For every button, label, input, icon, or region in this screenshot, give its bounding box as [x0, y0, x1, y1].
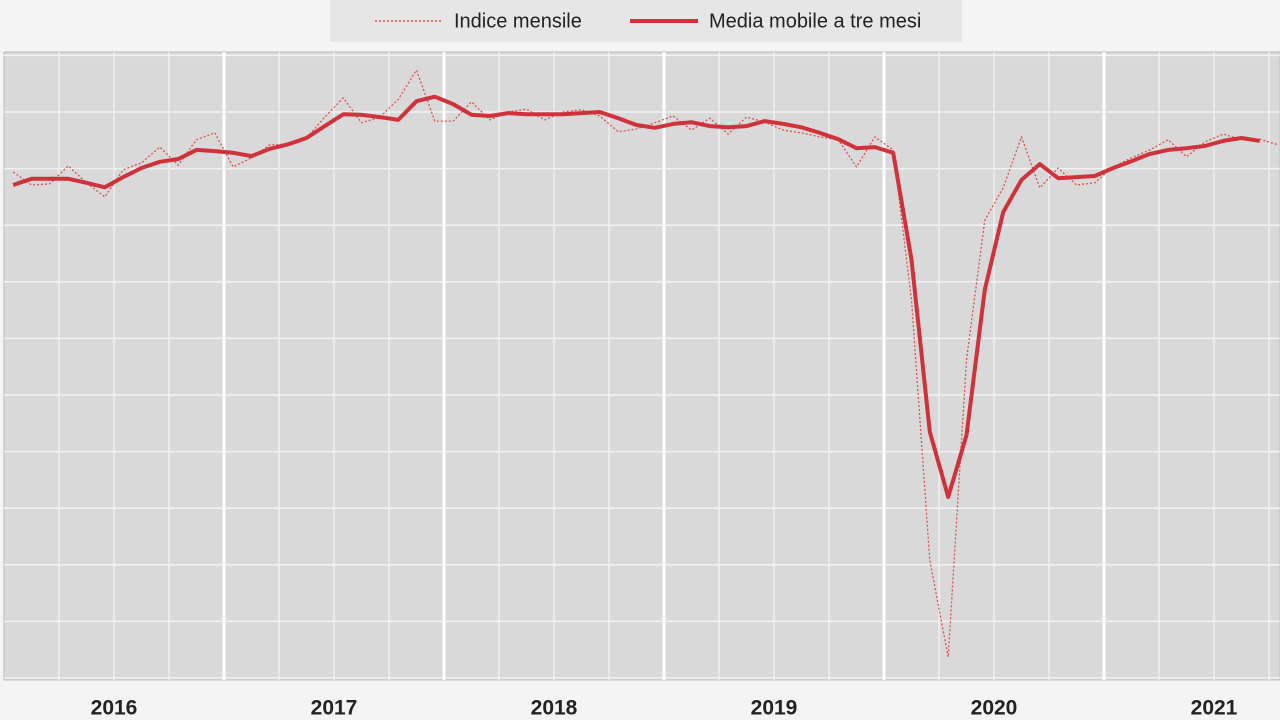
x-tick-label: 2016: [91, 697, 138, 720]
x-tick-label: 2017: [311, 697, 358, 720]
x-tick-label: 2020: [971, 697, 1018, 720]
x-tick-label: 2019: [751, 697, 798, 720]
x-tick-label: 2021: [1191, 697, 1238, 720]
series-line: [12, 94, 1261, 499]
plot-area: [3, 51, 1280, 681]
legend-label: Media mobile a tre mesi: [709, 10, 921, 32]
x-tick-label: 2018: [531, 697, 578, 720]
legend-label: Indice mensile: [454, 10, 582, 32]
